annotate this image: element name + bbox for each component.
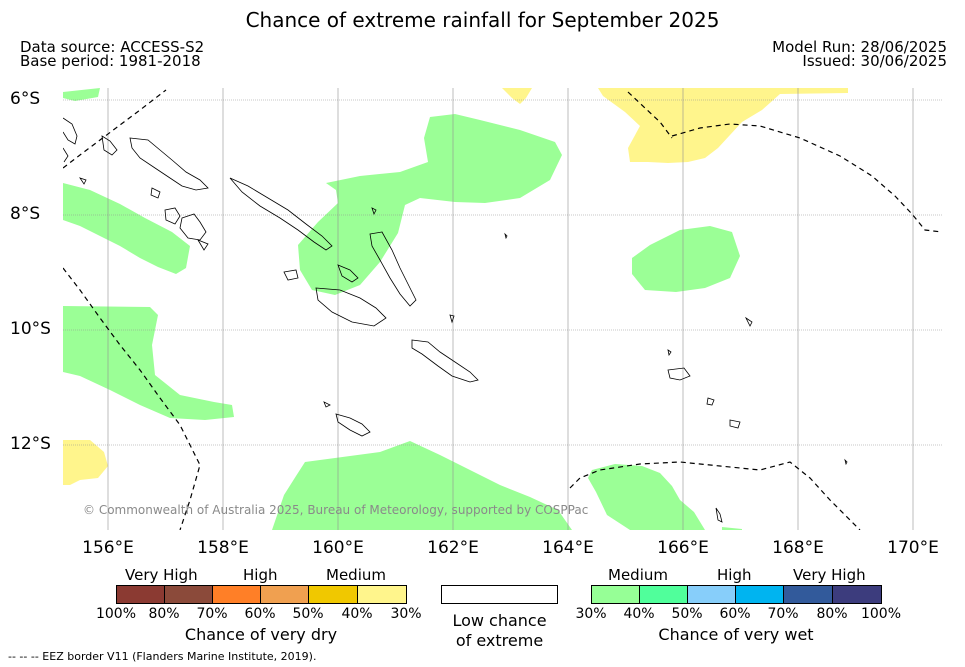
longitude-label: 156°E xyxy=(82,538,134,558)
dry-medium-regions xyxy=(63,88,848,485)
colorbar-tick-label: 30% xyxy=(575,606,607,622)
latitude-label: 10°S xyxy=(10,319,51,339)
map-area xyxy=(63,88,942,530)
longitude-label: 170°E xyxy=(887,538,939,558)
colorbar-tick-label: 50% xyxy=(292,606,324,622)
colorbar-tick-label: 40% xyxy=(623,606,655,622)
colorbar-tick-label: 60% xyxy=(719,606,751,622)
longitude-label: 166°E xyxy=(657,538,709,558)
colorbar-swatch xyxy=(260,585,309,604)
colorbar-swatch xyxy=(357,585,407,604)
longitude-label: 160°E xyxy=(312,538,364,558)
colorbar-tick-label: 30% xyxy=(390,606,422,622)
map-title: Chance of extreme rainfall for September… xyxy=(245,8,720,32)
colorbar-swatch xyxy=(832,585,882,604)
copyright-notice: © Commonwealth of Australia 2025, Bureau… xyxy=(83,503,589,517)
wet-cat-very-high: Very High xyxy=(793,566,866,584)
low-chance-label-2: of extreme xyxy=(455,631,544,650)
issued-date: Issued: 30/06/2025 xyxy=(802,52,947,70)
dry-cat-very-high: Very High xyxy=(125,566,198,584)
base-period: Base period: 1981-2018 xyxy=(20,52,201,70)
colorbar-swatch xyxy=(591,585,640,604)
dry-cat-high: High xyxy=(243,566,278,584)
colorbar-swatch xyxy=(164,585,213,604)
wet-cat-high: High xyxy=(717,566,752,584)
low-chance-label-1: Low chance xyxy=(452,611,547,630)
longitude-label: 158°E xyxy=(197,538,249,558)
colorbar-swatch xyxy=(639,585,688,604)
colorbar-swatch xyxy=(687,585,736,604)
dry-cat-medium: Medium xyxy=(326,566,386,584)
eez-border-note: -- -- -- EEZ border V11 (Flanders Marine… xyxy=(8,650,317,663)
colorbar-tick-label: 40% xyxy=(341,606,373,622)
graticule xyxy=(63,88,942,530)
island-outlines xyxy=(63,117,848,523)
colorbar-tick-label: 60% xyxy=(244,606,276,622)
longitude-label: 164°E xyxy=(542,538,594,558)
model-run: Model Run: 28/06/2025 xyxy=(772,38,947,56)
colorbar-tick-label: 70% xyxy=(196,606,228,622)
colorbar-swatch xyxy=(308,585,358,604)
longitude-label: 162°E xyxy=(427,538,479,558)
colorbar-swatch xyxy=(783,585,833,604)
colorbar-swatch xyxy=(116,585,165,604)
eez-borders xyxy=(63,89,942,530)
wet-cat-medium: Medium xyxy=(608,566,668,584)
latitude-label: 6°S xyxy=(10,89,41,109)
low-chance-swatch xyxy=(441,585,558,604)
dry-legend-title: Chance of very dry xyxy=(184,625,338,644)
colorbar-swatch xyxy=(735,585,784,604)
colorbar-tick-label: 80% xyxy=(148,606,180,622)
colorbar-tick-label: 100% xyxy=(95,606,137,622)
data-source: Data source: ACCESS-S2 xyxy=(20,38,205,56)
wet-legend-title: Chance of very wet xyxy=(658,625,814,644)
colorbar-tick-label: 70% xyxy=(767,606,799,622)
colorbar-tick-label: 80% xyxy=(816,606,848,622)
latitude-label: 12°S xyxy=(10,434,51,454)
longitude-label: 168°E xyxy=(772,538,824,558)
colorbar-swatch xyxy=(212,585,261,604)
latitude-label: 8°S xyxy=(10,204,41,224)
colorbar-tick-label: 50% xyxy=(671,606,703,622)
colorbar-tick-label: 100% xyxy=(860,606,902,622)
wet-medium-regions xyxy=(63,88,742,530)
